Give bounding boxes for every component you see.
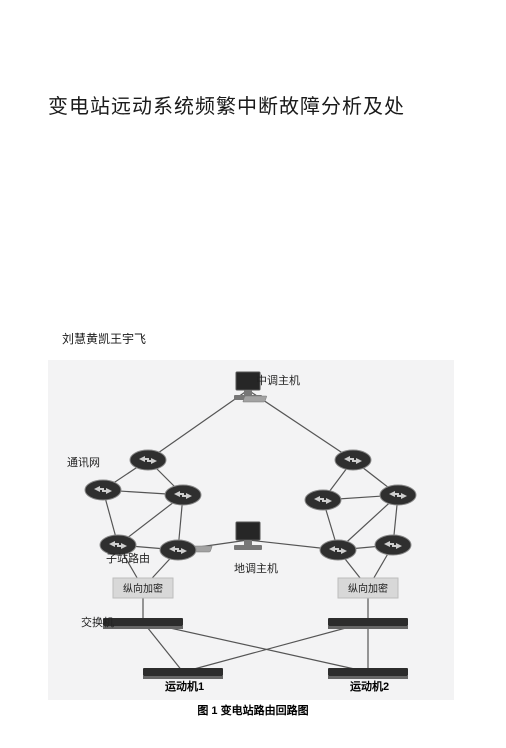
authors-line: 刘慧黄凯王宇飞: [62, 330, 146, 347]
svg-text:运动机2: 运动机2: [350, 679, 389, 693]
svg-text:地调主机: 地调主机: [234, 561, 278, 575]
figure-caption: 图 1 变电站路由回路图: [0, 702, 506, 718]
svg-text:通讯网: 通讯网: [67, 456, 100, 469]
svg-text:纵向加密: 纵向加密: [348, 582, 388, 595]
network-diagram-svg: 中调主机地调主机 通讯网子站路由纵向加密 纵向加密交换机运动机1 运动机2: [48, 360, 454, 700]
svg-text:纵向加密: 纵向加密: [123, 582, 163, 595]
svg-text:运动机1: 运动机1: [165, 679, 204, 693]
network-diagram-figure: 中调主机地调主机 通讯网子站路由纵向加密 纵向加密交换机运动机1 运动机2: [48, 360, 454, 700]
page-title: 变电站远动系统频繁中断故障分析及处: [48, 90, 405, 119]
svg-text:中调主机: 中调主机: [256, 373, 300, 387]
svg-text:交换机: 交换机: [81, 615, 114, 629]
svg-text:子站路由: 子站路由: [106, 551, 150, 565]
